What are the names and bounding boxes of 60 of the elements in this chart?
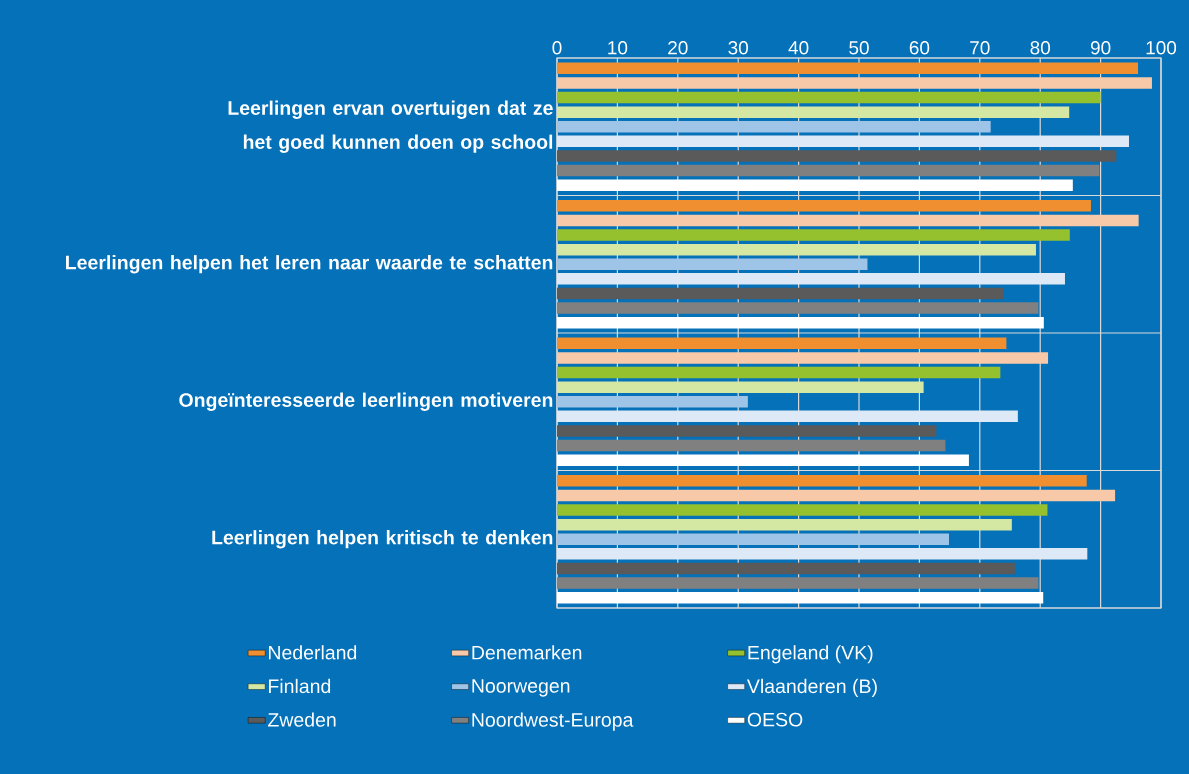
- x-tick-label: 50: [849, 41, 869, 55]
- bar: [557, 316, 1044, 329]
- bar: [557, 302, 1039, 314]
- bar: [557, 77, 1152, 89]
- bar: [557, 200, 1091, 212]
- legend-label: Nederland: [269, 645, 357, 660]
- bar: [557, 489, 1116, 502]
- bar: [557, 243, 1036, 256]
- legend-label: Noorwegen: [472, 679, 570, 697]
- legend-label: OESO: [747, 712, 803, 727]
- x-tick-label: 10: [608, 41, 628, 55]
- legend-label: Noordwest-Europa: [472, 712, 634, 731]
- y-tick-label: Leerlingen helpen het leren naar waarde te schatten: [66, 255, 553, 274]
- bar: [557, 352, 1049, 364]
- bar: [557, 425, 937, 437]
- bar: [557, 62, 1139, 75]
- x-tick-label: 30: [728, 41, 749, 55]
- y-tick-label: Ongeïnteresseerde leerlingen motiveren: [179, 392, 553, 411]
- legend-label: Zweden: [268, 712, 336, 727]
- bar: [557, 337, 1007, 350]
- bar: [557, 366, 1001, 379]
- bar: [557, 258, 868, 270]
- x-tick-label: 60: [909, 41, 930, 55]
- bar: [557, 179, 1073, 191]
- bar: [557, 577, 1039, 589]
- legend-label: Vlaanderen (B): [746, 678, 877, 697]
- x-tick-label: 0: [552, 41, 562, 55]
- x-tick-label: 80: [1030, 41, 1051, 55]
- y-tick-label: Leerlingen ervan overtuigen dat ze het goed kunnen doen op school: [228, 100, 553, 153]
- bar: [557, 214, 1139, 227]
- bar: [557, 518, 1012, 531]
- bar: [557, 475, 1087, 487]
- bar: [557, 121, 991, 133]
- x-tick-label: 100: [1146, 41, 1177, 55]
- y-tick-label: Leerlingen helpen kritisch te denken: [212, 530, 553, 549]
- bar: [557, 533, 949, 546]
- bar: [557, 164, 1100, 177]
- bar: [557, 439, 946, 452]
- bar: [557, 396, 748, 408]
- legend-label: Engeland (VK): [748, 645, 873, 664]
- bar: [557, 504, 1048, 516]
- x-tick-label: 70: [970, 41, 990, 55]
- x-tick-label: 40: [788, 41, 809, 55]
- bar: [557, 135, 1129, 148]
- bar: [557, 562, 1015, 575]
- bar: [557, 287, 1004, 300]
- legend-label: Denemarken: [472, 645, 582, 660]
- x-tick-label: 90: [1090, 41, 1111, 55]
- bar: [557, 548, 1088, 560]
- bar: [557, 381, 924, 393]
- bar: [557, 106, 1070, 118]
- bar: [557, 410, 1018, 423]
- x-tick-label: 20: [668, 41, 688, 55]
- bar: [557, 454, 969, 466]
- legend-label: Finland: [269, 678, 331, 694]
- bar: [557, 229, 1070, 241]
- bar: [557, 273, 1065, 285]
- bar: [557, 150, 1117, 162]
- bar: [557, 591, 1044, 604]
- bar: [557, 91, 1101, 104]
